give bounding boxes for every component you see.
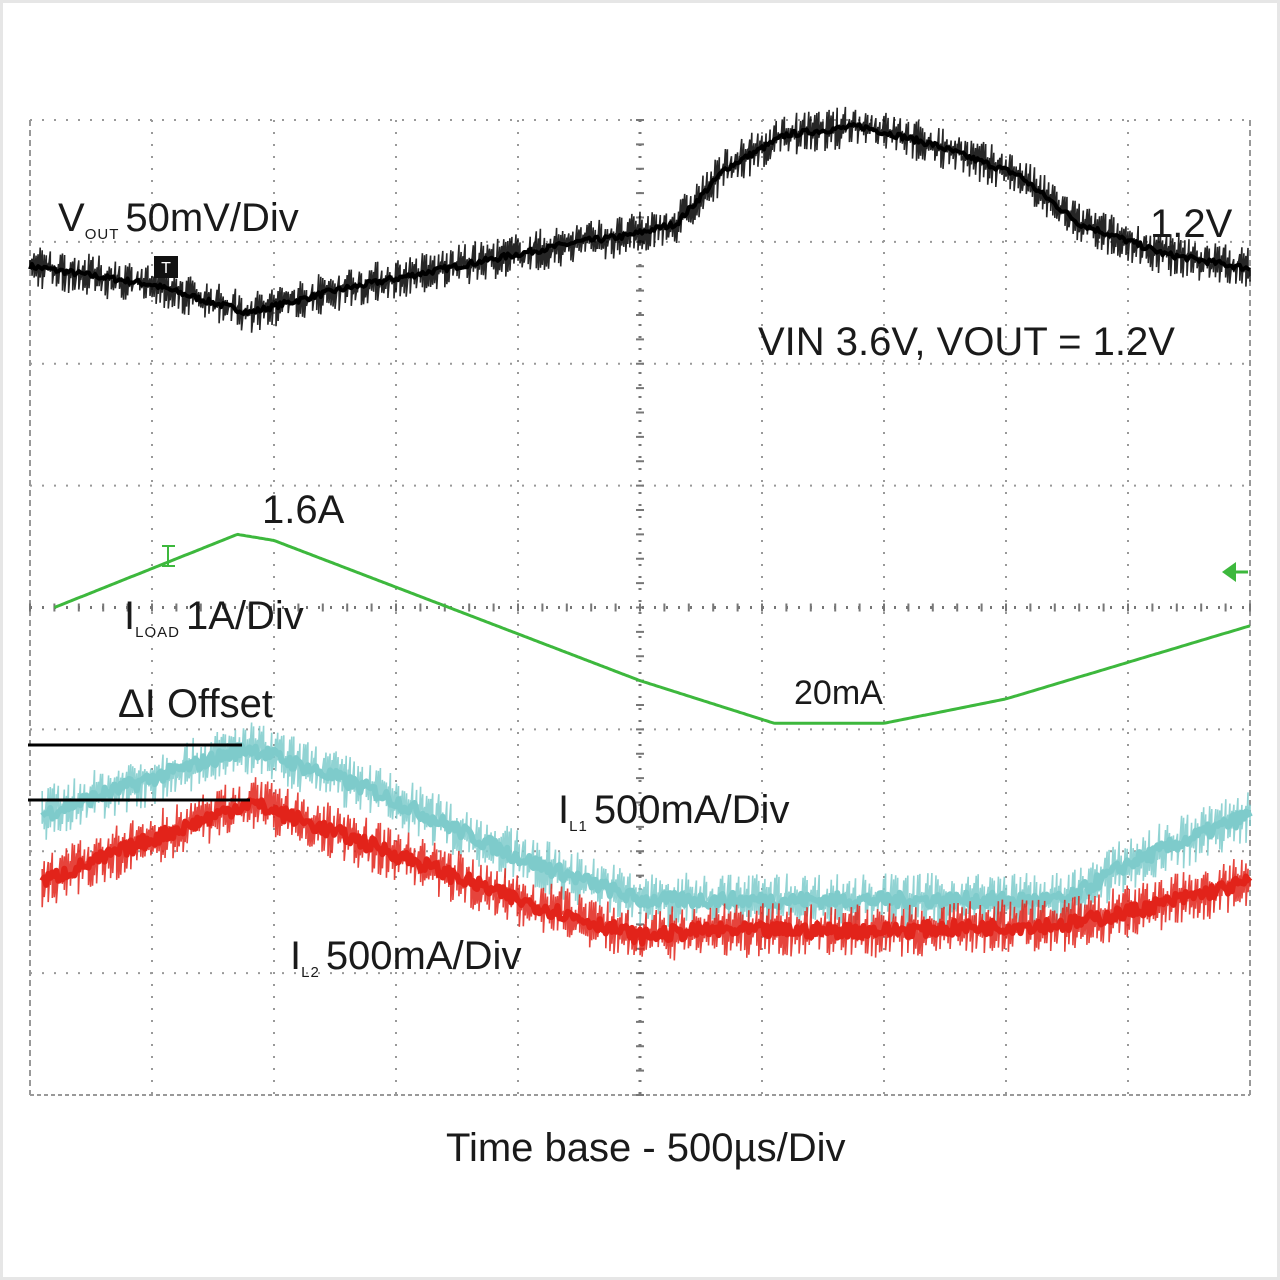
il1-channel-label: IL1 500mA/Div xyxy=(558,788,790,835)
trace-line xyxy=(28,122,1251,316)
delta-i-offset-label: ΔI Offset xyxy=(118,682,273,726)
vout-channel-label: VOUT 50mV/Div xyxy=(58,196,299,243)
iload-level-marker-icon xyxy=(162,545,175,567)
x-axis-label: Time base - 500µs/Div xyxy=(446,1126,846,1170)
traces xyxy=(28,106,1253,961)
iload-min-annotation: 20mA xyxy=(794,674,883,712)
vout-level-annotation: 1.2V xyxy=(1150,202,1233,246)
series-v-out xyxy=(28,106,1251,333)
iload-peak-annotation: 1.6A xyxy=(262,488,345,532)
graticule-grid xyxy=(29,119,1251,1096)
trace-line xyxy=(39,797,1253,947)
delta-i-offset-markers xyxy=(28,743,250,802)
svg-text:T: T xyxy=(161,260,171,277)
trace-line xyxy=(40,742,1253,911)
iload-channel-label: ILOAD 1A/Div xyxy=(124,594,304,641)
series-i-l2 xyxy=(39,777,1253,961)
conditions-annotation: VIN 3.6V, VOUT = 1.2V xyxy=(758,320,1175,364)
il2-channel-label: IL2 500mA/Div xyxy=(290,934,522,981)
trace-line xyxy=(53,532,1251,725)
series-i-l1 xyxy=(40,722,1253,928)
trigger-marker-icon xyxy=(1222,562,1248,582)
vout-level-marker-icon: T xyxy=(154,256,178,278)
series-i-load xyxy=(53,532,1251,725)
